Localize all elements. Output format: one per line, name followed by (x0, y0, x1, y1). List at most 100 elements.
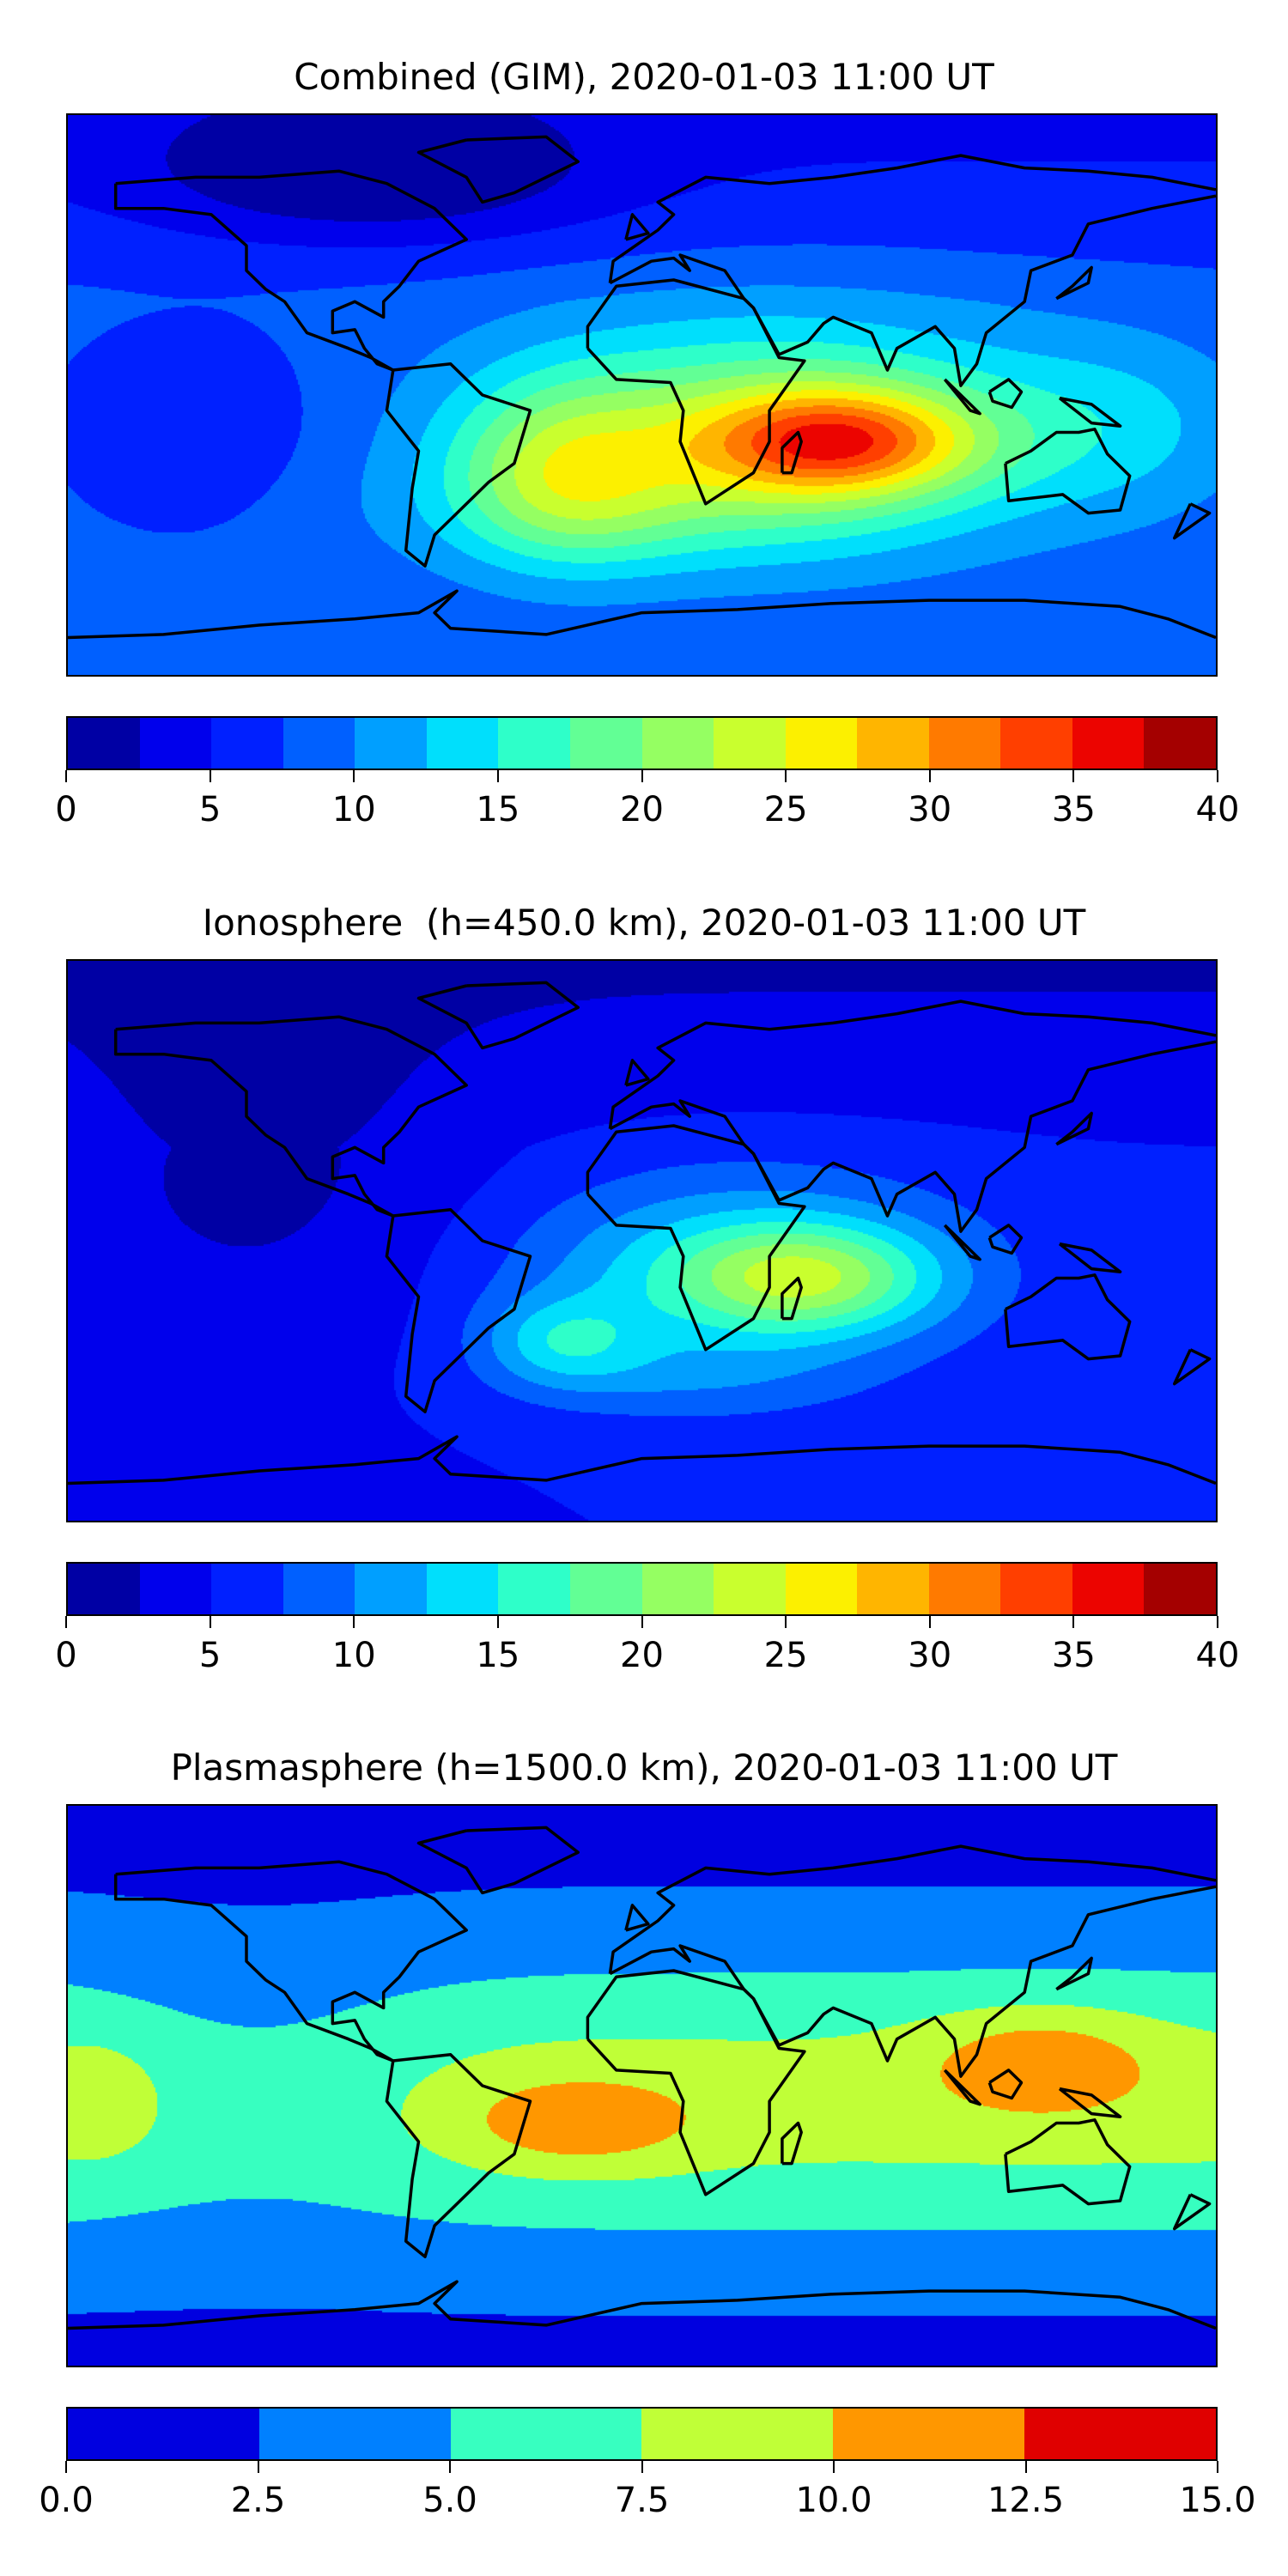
colorbar-tick-label: 25 (763, 1636, 808, 1675)
colorbar-tick-label: 0 (55, 790, 77, 829)
coastline (113, 169, 468, 372)
coastline (1172, 502, 1212, 540)
colorbar-tick-label: 5 (198, 790, 222, 829)
coastlines (68, 1826, 1216, 2330)
colorbar-tick-label: 35 (1051, 1636, 1096, 1675)
coastline (68, 2280, 1216, 2330)
colorbar-tick-label: 15 (476, 1636, 520, 1675)
colorbar-tick-label: 20 (620, 1636, 664, 1675)
coastline (1055, 265, 1093, 301)
colorbar-segment (283, 1564, 355, 1614)
coastline (987, 1224, 1024, 1255)
colorbar-segment (641, 2409, 834, 2459)
coastline (609, 1885, 1216, 2078)
colorbar-ticks: 0.0 2.5 5.0 7.5 10.0 12.5 15.0 (39, 2461, 1256, 2530)
colorbar-ticks: 0 5 10 15 20 25 30 35 40 (55, 1616, 1239, 1685)
colorbar-segment (1000, 1564, 1072, 1614)
colorbar-tick-mark (353, 770, 355, 782)
coastline (987, 378, 1024, 410)
coastline (416, 1826, 580, 1895)
coastline (1058, 396, 1122, 428)
chart-title: Plasmasphere (h=1500.0 km), 2020-01-03 1… (170, 1747, 1118, 1789)
colorbar-segment (641, 718, 714, 769)
coastline (416, 981, 580, 1050)
colorbar-tick-label: 15.0 (1179, 2481, 1256, 2520)
colorbar-tick-mark (785, 770, 787, 782)
colorbar-tick-label: 12.5 (987, 2481, 1065, 2520)
colorbar-tick-label: 30 (908, 790, 952, 829)
coastline (1055, 1956, 1093, 1991)
colorbar-tick-label: 25 (763, 790, 808, 829)
coastline (1172, 1348, 1212, 1386)
coastlines (68, 981, 1216, 1485)
coastlines (68, 135, 1216, 640)
colorbar-tick-label: 5 (198, 1636, 222, 1675)
colorbar-segment (785, 1564, 858, 1614)
coastline (624, 213, 650, 241)
plasmasphere-panel: Plasmasphere (h=1500.0 km), 2020-01-03 1… (0, 1691, 1288, 2537)
coastline (1058, 2087, 1122, 2118)
colorbar-tick-mark (641, 1616, 643, 1628)
colorbar-segment (139, 718, 212, 769)
coastline (1058, 1242, 1122, 1273)
tec-map (66, 113, 1218, 677)
colorbar-tick-label: 5.0 (422, 2481, 477, 2520)
colorbar-segment (68, 718, 140, 769)
colorbar-tick-mark (641, 770, 643, 782)
colorbar-segment (785, 718, 858, 769)
coastline (781, 430, 803, 475)
colorbar-segment (258, 2409, 451, 2459)
coastline (416, 135, 580, 204)
contour-field (68, 961, 1216, 1521)
colorbar-segment (714, 1564, 786, 1614)
coastline (68, 1435, 1216, 1485)
colorbar-tick-mark (928, 1616, 931, 1628)
colorbar-tick-label: 30 (908, 1636, 952, 1675)
coastline (624, 1059, 650, 1087)
coastline (586, 1124, 806, 1352)
coastline (781, 1276, 803, 1321)
chart-title: Combined (GIM), 2020-01-03 11:00 UT (294, 56, 994, 98)
colorbar-tick-mark (449, 2461, 451, 2473)
colorbar-segment (139, 1564, 212, 1614)
colorbar-segment (498, 718, 570, 769)
colorbar-tick-mark (1217, 2461, 1218, 2473)
colorbar (66, 1562, 1218, 1616)
colorbar-tick-mark (1072, 1616, 1075, 1628)
colorbar-tick-label: 0 (55, 1636, 77, 1675)
colorbar-segment (450, 2409, 642, 2459)
colorbar-segment (1144, 1564, 1216, 1614)
coastline (586, 1969, 806, 2196)
colorbar-segment (1144, 718, 1216, 769)
colorbar-tick-mark (785, 1616, 787, 1628)
colorbar-segment (928, 1564, 1001, 1614)
colorbar-segment (355, 718, 427, 769)
colorbar-segment (68, 1564, 140, 1614)
colorbar-segment (498, 1564, 570, 1614)
colorbar-ticks: 0 5 10 15 20 25 30 35 40 (55, 770, 1239, 839)
colorbar-tick-label: 0.0 (39, 2481, 94, 2520)
coastline (1004, 2118, 1132, 2206)
colorbar-tick-mark (1217, 770, 1218, 782)
coastline (943, 2069, 981, 2106)
contour-field (68, 1806, 1216, 2366)
colorbar-segment (928, 718, 1001, 769)
colorbar-segment (714, 718, 786, 769)
tec-map (66, 959, 1218, 1522)
colorbar-tick-mark (1217, 1616, 1218, 1628)
colorbar-tick-label: 10.0 (795, 2481, 872, 2520)
chart-title: Ionosphere (h=450.0 km), 2020-01-03 11:0… (202, 902, 1086, 944)
colorbar (66, 2407, 1218, 2461)
coastline (68, 589, 1216, 640)
colorbar-tick-mark (353, 1616, 355, 1628)
colorbar-tick-mark (641, 2461, 643, 2473)
coastline (385, 1208, 532, 1413)
coastline (586, 278, 806, 506)
colorbar-tick-label: 20 (620, 790, 664, 829)
coastline (987, 2069, 1024, 2100)
colorbar-tick-label: 40 (1195, 790, 1240, 829)
coastline (943, 1224, 981, 1261)
colorbar-segment (355, 1564, 427, 1614)
coastline (113, 1015, 468, 1218)
colorbar-segment (283, 718, 355, 769)
